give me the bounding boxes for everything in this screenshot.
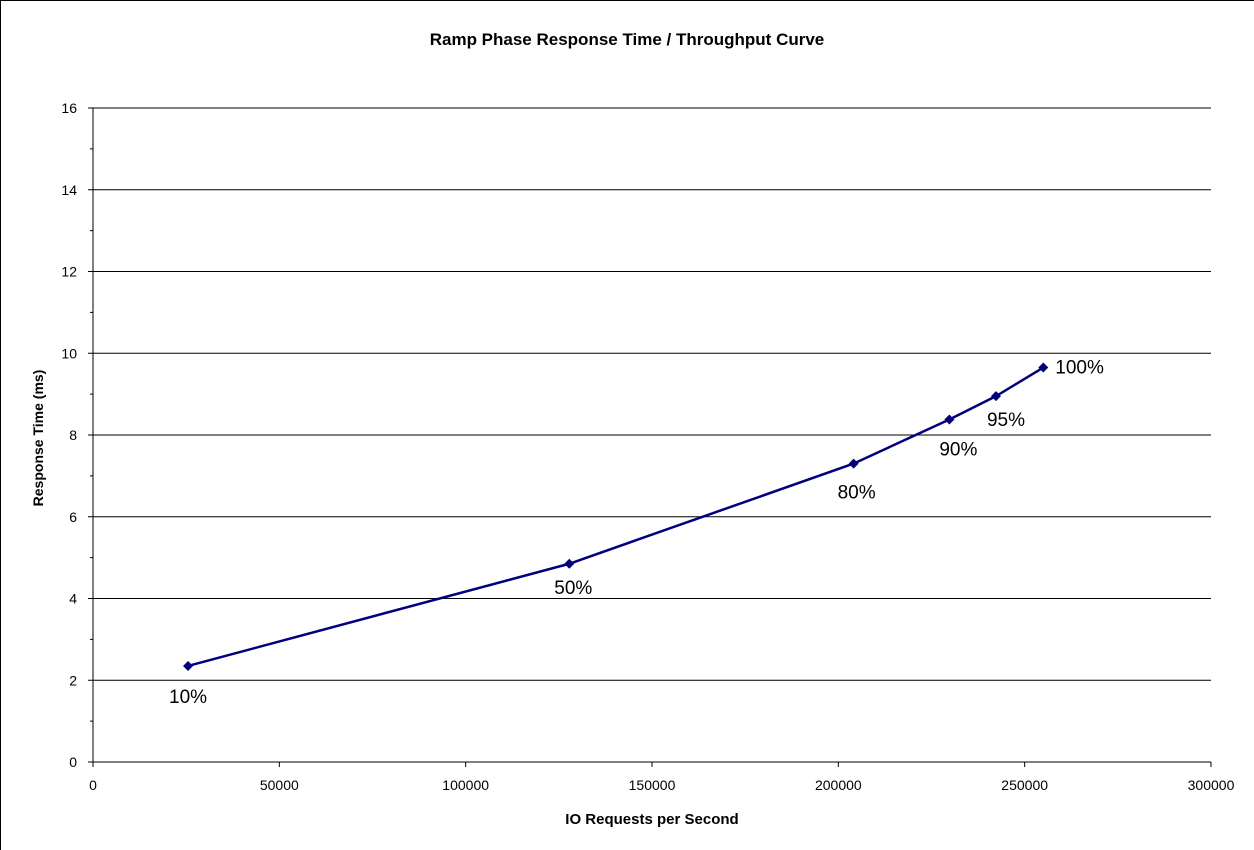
data-point-marker	[1038, 362, 1049, 373]
x-tick-label: 0	[89, 777, 97, 793]
data-label: 100%	[1055, 358, 1104, 379]
y-tick-label: 6	[69, 509, 77, 525]
data-point-marker	[848, 458, 859, 469]
y-tick-label: 14	[61, 182, 77, 198]
data-label: 80%	[838, 483, 876, 504]
data-label: 95%	[987, 410, 1025, 431]
x-tick-label: 200000	[815, 777, 862, 793]
data-point-marker	[990, 391, 1001, 402]
data-label: 10%	[169, 687, 207, 708]
data-point-marker	[944, 414, 955, 425]
x-tick-label: 50000	[260, 777, 299, 793]
data-point-marker	[183, 660, 194, 671]
x-ticks: 0 50000 100000 150000 200000 250000 300000	[89, 762, 1235, 793]
grid-lines	[93, 107, 1211, 681]
series-line	[187, 366, 1044, 668]
y-tick-label: 8	[69, 427, 77, 443]
x-tick-label: 100000	[442, 777, 489, 793]
x-tick-label: 250000	[1001, 777, 1048, 793]
y-ticks: 0 2 4 6 8 10 12 14 16	[61, 100, 93, 770]
y-tick-label: 12	[61, 264, 77, 280]
y-tick-label: 16	[61, 100, 77, 116]
y-tick-label: 10	[61, 345, 77, 361]
y-tick-label: 0	[69, 754, 77, 770]
y-tick-label: 2	[69, 672, 77, 688]
y-tick-label: 4	[69, 591, 77, 607]
x-axis-label: IO Requests per Second	[565, 811, 739, 828]
data-label: 90%	[939, 439, 977, 460]
x-tick-label: 300000	[1188, 777, 1235, 793]
series-group: 10% 50% 80% 90% 95% 100%	[169, 358, 1104, 708]
chart-title: Ramp Phase Response Time / Throughput Cu…	[429, 30, 825, 49]
data-point-marker	[564, 558, 575, 569]
data-label: 50%	[554, 578, 592, 599]
x-tick-label: 150000	[629, 777, 676, 793]
